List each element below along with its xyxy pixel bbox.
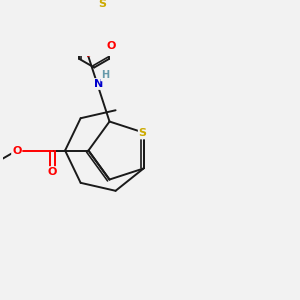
Text: H: H [101, 70, 109, 80]
Text: S: S [99, 0, 107, 9]
Text: O: O [48, 167, 57, 177]
Text: O: O [106, 40, 116, 51]
Text: O: O [12, 146, 21, 155]
Text: S: S [139, 128, 147, 139]
Text: N: N [94, 79, 103, 89]
